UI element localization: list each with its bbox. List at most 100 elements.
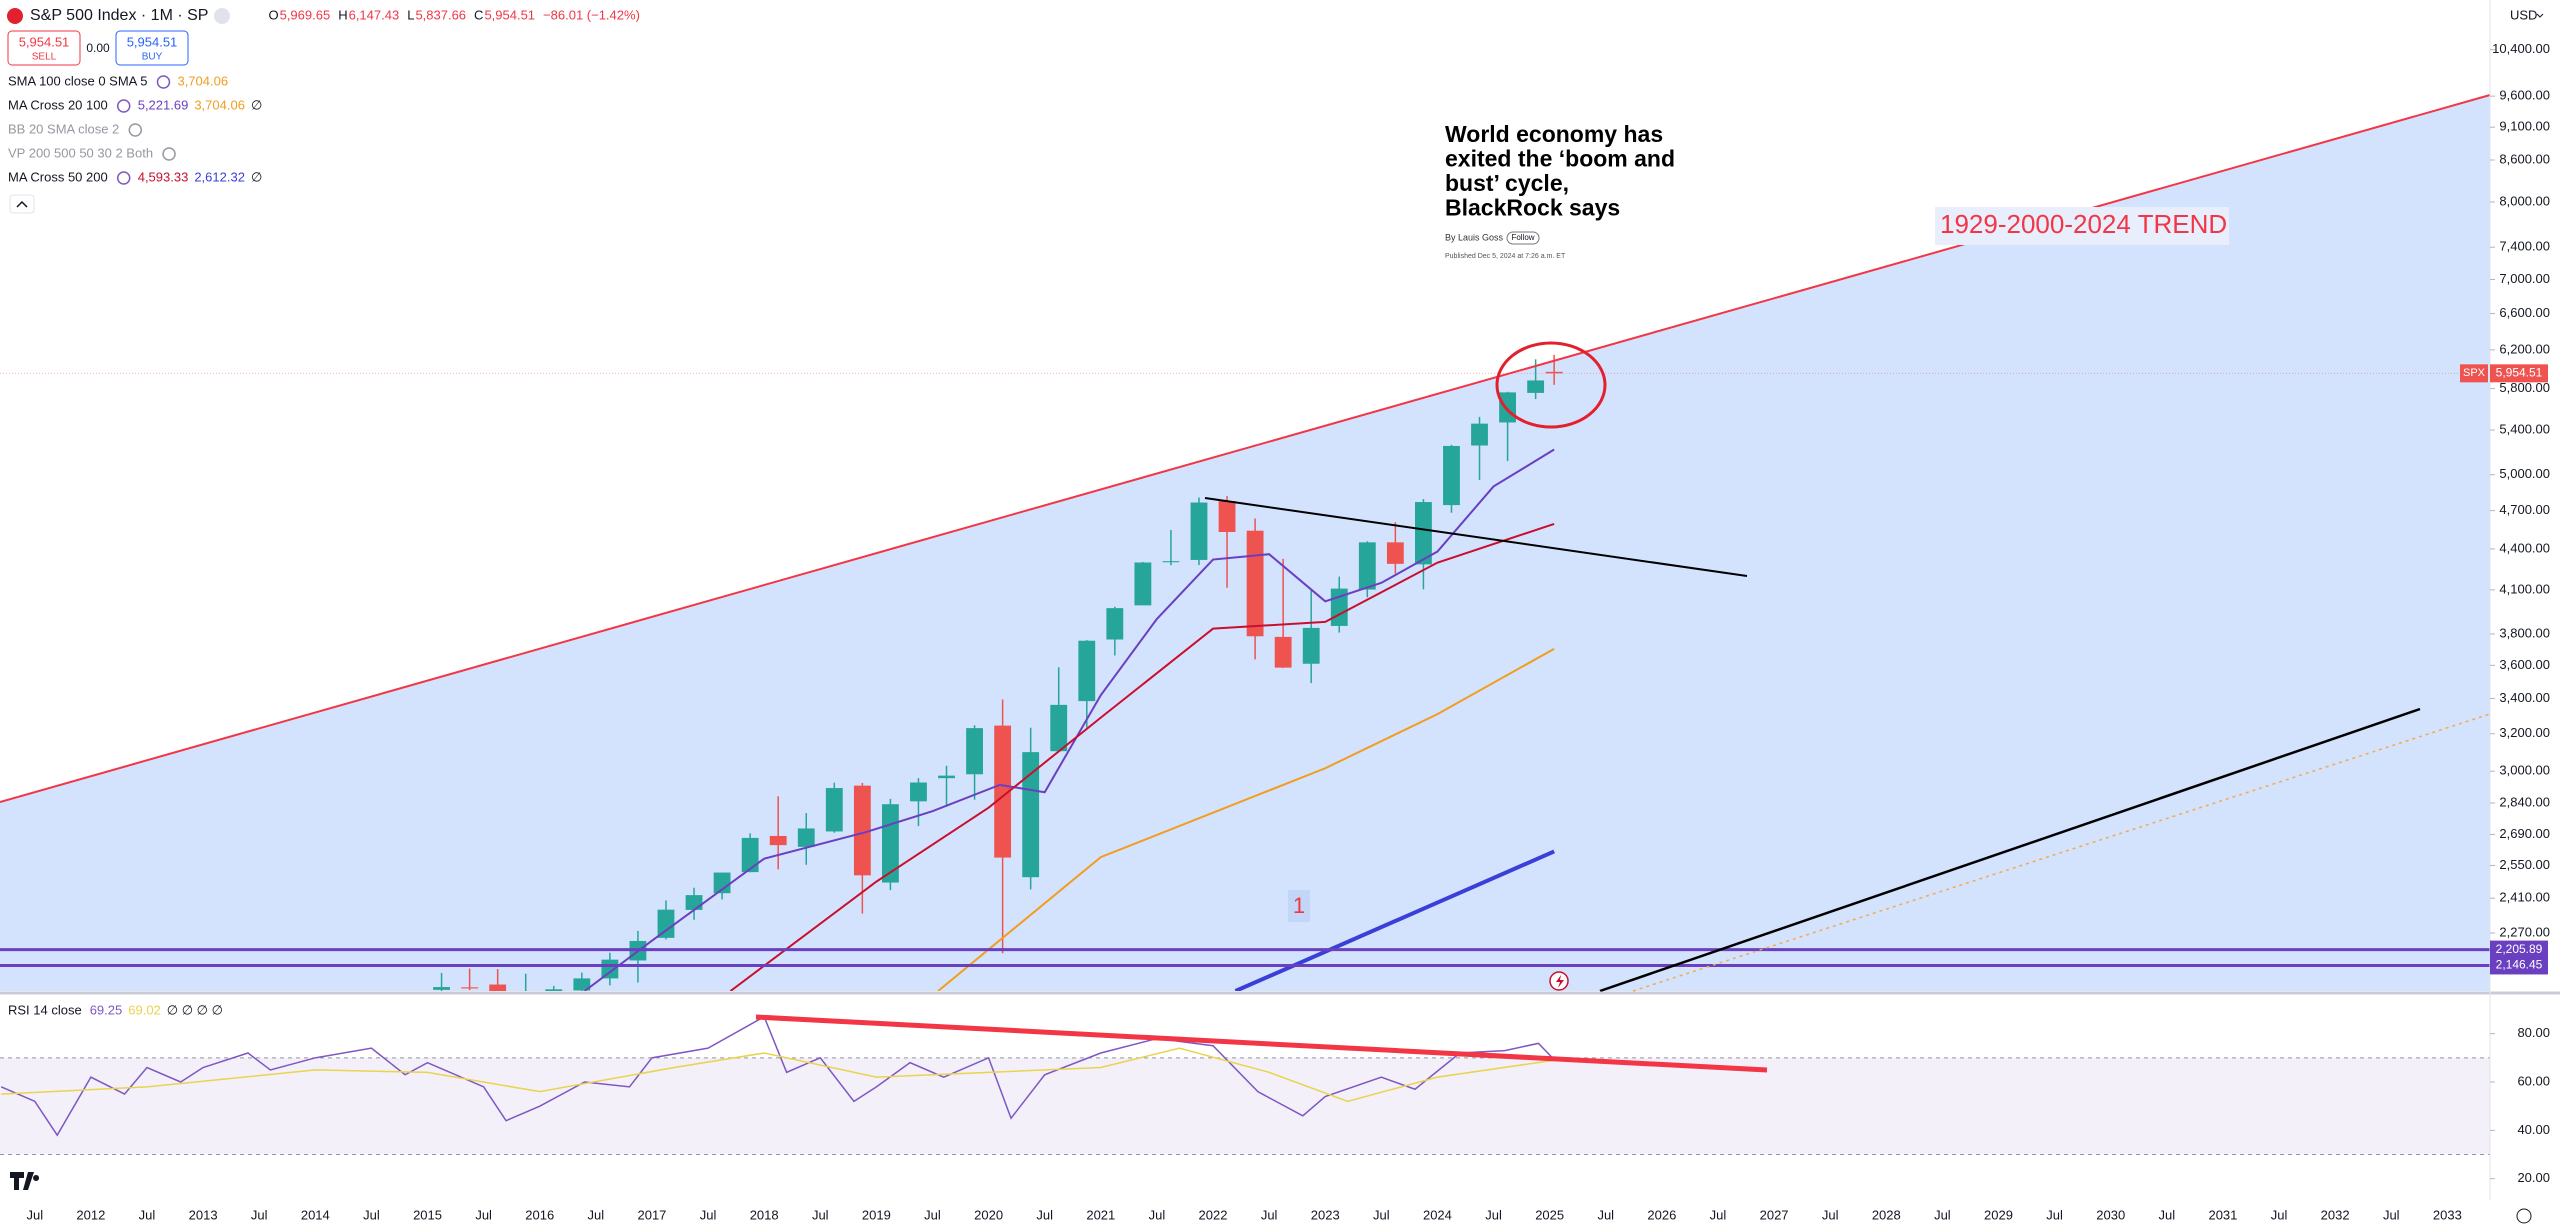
indicator-label: BB 20 SMA close 2 [8, 121, 119, 136]
x-tick-label: 2012 [76, 1207, 105, 1222]
indicator-value: 2,612.32 [194, 169, 245, 184]
x-tick-label: Jul [2383, 1207, 2400, 1222]
x-tick-label: 2015 [413, 1207, 442, 1222]
count-label: 1 [1293, 893, 1305, 918]
candle-body [545, 989, 563, 991]
y-tick-label: 3,200.00 [2499, 725, 2550, 740]
y-tick-label: 2,270.00 [2499, 924, 2550, 939]
candle-body [685, 895, 703, 910]
candle-body [853, 785, 871, 876]
candle-body [1415, 502, 1432, 565]
ohlc-value: 5,969.65 [280, 7, 331, 22]
price-pane [0, 354, 2490, 991]
x-tick-label: 2014 [301, 1207, 330, 1222]
ohlc-value: 6,147.43 [349, 7, 400, 22]
ohlc-key: H [338, 7, 347, 22]
price-line-label: 2,146.45 [2496, 958, 2543, 972]
rsi-band-fill [0, 1057, 2490, 1155]
trend-label: 1929-2000-2024 TREND [1940, 209, 2227, 239]
candle-body [1302, 627, 1320, 664]
candle-body [433, 987, 450, 990]
currency[interactable]: USD [2510, 7, 2537, 22]
x-tick-label: 2025 [1535, 1207, 1564, 1222]
trend-line [1632, 713, 2491, 992]
count-box [1288, 890, 1310, 922]
x-tick-label: Jul [1485, 1207, 1502, 1222]
ohlc-value: 5,837.66 [415, 7, 466, 22]
x-tick-label: 2030 [2096, 1207, 2125, 1222]
indicator-icon [156, 75, 171, 89]
y-tick-label: 4,400.00 [2499, 540, 2550, 555]
x-tick-label: Jul [1373, 1207, 1390, 1222]
settings-icon[interactable] [2516, 1208, 2532, 1224]
y-tick-label: 7,400.00 [2499, 239, 2550, 254]
candle-body [910, 782, 927, 802]
rsi-legend-value: ∅ ∅ ∅ ∅ [167, 1002, 223, 1017]
news-title: World economy has [1445, 121, 1663, 147]
y-tick-label: 3,400.00 [2499, 690, 2550, 705]
follow-button [1506, 231, 1540, 245]
y-tick-label: 40.00 [2517, 1122, 2550, 1137]
buy-label: BUY [142, 52, 163, 63]
moving-average [1234, 849, 1555, 991]
indicator-value: 3,704.06 [194, 97, 245, 112]
x-tick-label: Jul [812, 1207, 829, 1222]
indicator-label: MA Cross 50 200 [8, 169, 108, 184]
rsi-trend-line [755, 1014, 1768, 1073]
rsi-bg [0, 995, 2490, 1200]
price-line-tag [2490, 956, 2548, 975]
x-tick-label: Jul [2271, 1207, 2288, 1222]
moving-average [937, 647, 1555, 991]
collapse-button[interactable] [9, 194, 35, 214]
x-tick-label: 2026 [1647, 1207, 1676, 1222]
rsi-line [1, 1047, 1555, 1103]
candle-body [1545, 371, 1563, 374]
sell-button[interactable] [7, 30, 81, 66]
buy-button[interactable] [115, 30, 189, 66]
change: −86.01 (−1.42%) [543, 7, 640, 22]
candle-body [1022, 752, 1040, 878]
moving-average [729, 522, 1555, 991]
follow-label: Follow [1511, 233, 1534, 242]
y-tick-label: 10,400.00 [2492, 41, 2550, 56]
y-tick-label: 3,000.00 [2499, 763, 2550, 778]
candle-body [1443, 445, 1460, 506]
x-tick-label: Jul [475, 1207, 492, 1222]
collapse-icon [16, 200, 28, 208]
candle-body [825, 788, 843, 832]
x-tick-label: 2016 [525, 1207, 554, 1222]
y-tick-label: 2,840.00 [2499, 794, 2550, 809]
last-price-name-tag [2460, 364, 2488, 383]
indicator-value: ∅ [251, 169, 262, 184]
y-tick-label: 3,800.00 [2499, 625, 2550, 640]
menu-dots[interactable] [214, 8, 230, 24]
x-tick-label: Jul [924, 1207, 941, 1222]
candle-body [797, 828, 815, 847]
candle-body [1274, 636, 1292, 668]
trend-channel [0, 95, 2490, 991]
news-title: exited the ‘boom and [1445, 146, 1675, 172]
x-tick-label: 2023 [1311, 1207, 1340, 1222]
candle-body [1386, 542, 1404, 564]
candle-body [1190, 502, 1208, 560]
y-tick-label: 60.00 [2517, 1073, 2550, 1088]
candle-body [573, 978, 591, 991]
news-title: bust’ cycle, [1445, 170, 1569, 196]
buy-price: 5,954.51 [127, 34, 178, 49]
candle-body [1162, 561, 1180, 563]
currency-caret [2536, 13, 2544, 18]
candle-body [966, 728, 983, 775]
y-tick-label: 5,400.00 [2499, 421, 2550, 436]
x-tick-label: Jul [363, 1207, 380, 1222]
x-tick-label: 2028 [1872, 1207, 1901, 1222]
x-tick-label: Jul [26, 1207, 43, 1222]
last-price-name: SPX [2463, 367, 2486, 379]
x-tick-label: 2013 [189, 1207, 218, 1222]
candle-body [1471, 423, 1488, 446]
moving-average [584, 448, 1555, 991]
price-line-label: 2,205.89 [2496, 942, 2543, 956]
indicator-label: SMA 100 close 0 SMA 5 [8, 73, 147, 88]
last-price-label: 5,954.51 [2496, 365, 2543, 379]
tv-logo[interactable] [10, 1172, 40, 1190]
